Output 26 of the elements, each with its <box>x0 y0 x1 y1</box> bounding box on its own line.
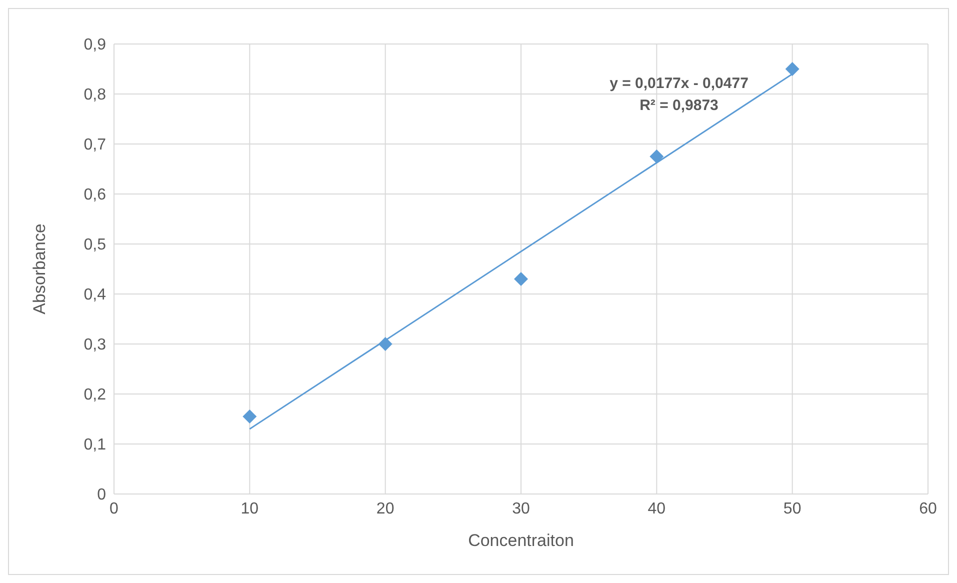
x-tick-label: 10 <box>240 500 259 518</box>
y-tick-label: 0,7 <box>84 136 106 154</box>
point <box>785 62 800 76</box>
point <box>378 337 392 351</box>
x-axis-title: Concentraiton <box>468 531 574 550</box>
x-tick-label: 60 <box>919 500 937 518</box>
point <box>242 410 257 424</box>
annotation: R² = 0,9873 <box>638 96 720 116</box>
y-tick-label: 0,8 <box>84 86 106 104</box>
y-tick-label: 0,2 <box>84 386 106 404</box>
x-tick-label: 40 <box>648 500 666 518</box>
x-tick-label: 20 <box>376 500 394 518</box>
x-tick-label: 0 <box>110 500 119 518</box>
point <box>514 272 528 286</box>
y-tick-label: 0,1 <box>84 436 106 454</box>
y-tick-label: 0,9 <box>84 36 106 54</box>
y-axis-title: Absorbance <box>30 224 50 314</box>
x-tick-label: 50 <box>783 500 802 518</box>
annotation: y = 0,0177x - 0,0477 <box>608 74 750 94</box>
y-tick-label: 0,3 <box>84 336 106 354</box>
y-tick-label: 0,4 <box>84 286 106 304</box>
point <box>650 150 664 164</box>
y-tick-label: 0,5 <box>84 236 106 254</box>
y-tick-label: 0,6 <box>84 186 106 204</box>
y-tick-label: 0 <box>97 486 106 504</box>
x-tick-label: 30 <box>512 500 530 518</box>
